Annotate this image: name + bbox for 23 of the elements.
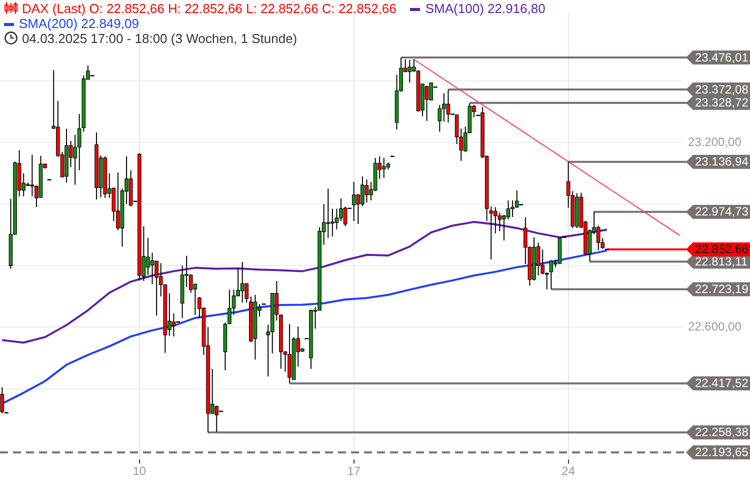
ref-line-label: 22.852,66	[695, 242, 749, 256]
legend-label: SMA(100) 22.916,80	[424, 1, 546, 16]
candlestick	[532, 236, 536, 281]
text: 04.03.2025 17:00 - 18:00 (3 Wochen, 1 Stunde)	[21, 31, 298, 46]
ref-line-label: 22.974,73	[695, 204, 749, 219]
ref-line-label: 22.723,19	[695, 282, 749, 296]
chart-title: DAX (Last) O: 22.852,66 H: 22.852,66 L: 22.852,66 C: 22.852,66	[21, 1, 396, 16]
ref-line-label: 23.136,94	[695, 154, 749, 169]
x-tick-label: 10	[132, 464, 146, 478]
x-tick-label: 24	[562, 464, 576, 478]
ref-line-label: 22.813,11	[695, 254, 748, 268]
y-tick-label: 22.600,00	[688, 320, 742, 334]
candlestick	[64, 128, 68, 184]
ref-line-label: 22.417,52	[695, 376, 749, 390]
x-tick-label: 17	[347, 464, 361, 478]
ref-line-label: 22.193,65	[695, 445, 749, 460]
ref-line-label: 23.328,72	[695, 96, 749, 110]
y-tick-label: 23.200,00	[688, 134, 742, 149]
candlestick	[94, 132, 98, 200]
ref-line-label: 23.372,08	[695, 82, 749, 96]
ref-line-label: 22.258,38	[695, 425, 749, 440]
legend-label: SMA(200) 22.849,09	[18, 16, 139, 31]
ref-line-label: 23.476,01	[695, 50, 749, 64]
